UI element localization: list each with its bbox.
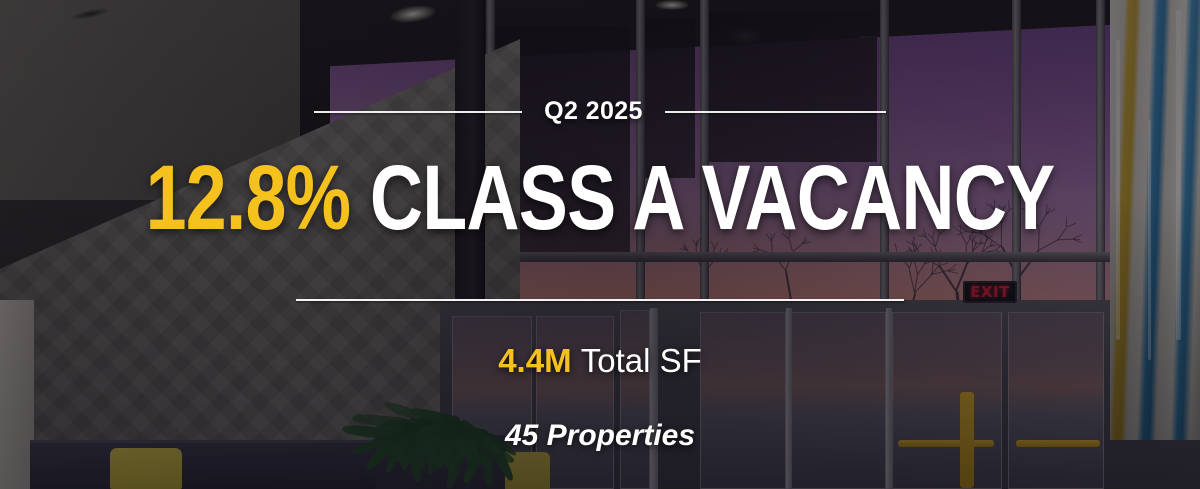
quarter-label: Q2 2025 xyxy=(544,99,643,124)
vacancy-rate-value: 12.8% xyxy=(146,147,351,249)
total-sf-row: 4.4M Total SF xyxy=(0,344,1200,377)
divider-wide xyxy=(296,299,904,301)
headline: 12.8% CLASS A VACANCY xyxy=(120,152,1080,244)
headline-label: CLASS A VACANCY xyxy=(370,147,1055,249)
divider-right xyxy=(665,111,886,113)
stat-content: Q2 2025 12.8% CLASS A VACANCY 4.4M Total… xyxy=(0,0,1200,489)
total-sf-value: 4.4M xyxy=(498,342,571,379)
vacancy-rate-label xyxy=(350,147,370,249)
infographic-banner: EXIT Q2 2025 12.8% CLASS A VACANCY 4.4M … xyxy=(0,0,1200,489)
spacer xyxy=(572,342,581,379)
eyebrow-row: Q2 2025 xyxy=(0,99,1200,124)
divider-left xyxy=(314,111,522,113)
properties-count: 45 Properties xyxy=(0,421,1200,451)
total-sf-label: Total SF xyxy=(581,342,702,379)
